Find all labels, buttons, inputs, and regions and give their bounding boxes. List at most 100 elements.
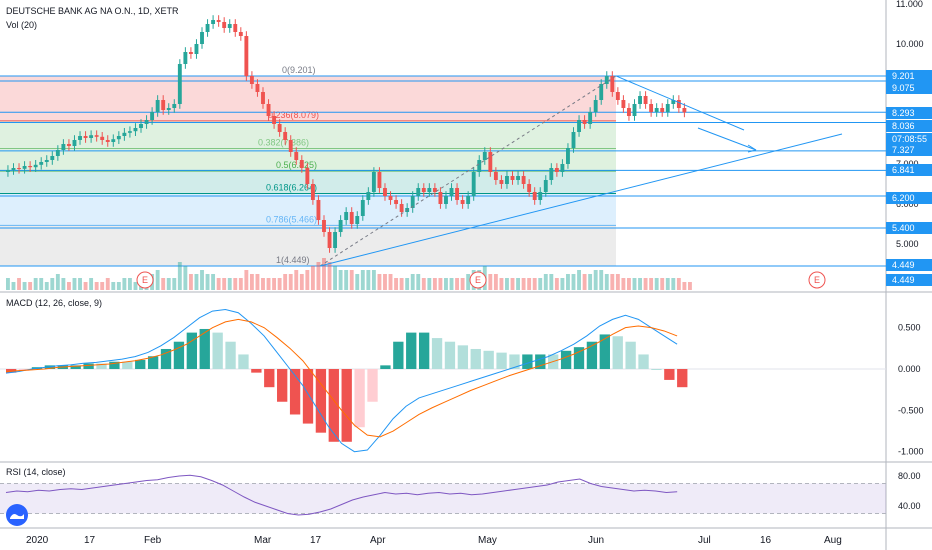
volume-bar — [283, 274, 288, 290]
candle — [615, 92, 620, 100]
macd-axis-tick: 0.000 — [898, 364, 921, 374]
volume-bar — [560, 278, 565, 290]
candle — [582, 120, 587, 124]
candle — [144, 120, 149, 124]
candle — [554, 168, 559, 172]
candle — [510, 176, 515, 180]
candle — [33, 164, 38, 168]
rsi-axis-tick: 40.00 — [898, 501, 921, 511]
earnings-marker-label: E — [814, 275, 820, 285]
volume-bar — [338, 270, 343, 290]
time-axis-tick: 16 — [760, 535, 772, 546]
macd-axis-tick: -0.500 — [898, 405, 924, 415]
volume-bar — [627, 278, 631, 290]
volume-bar — [688, 282, 692, 290]
candle — [50, 156, 55, 160]
candle — [310, 184, 315, 200]
volume-bar — [255, 274, 260, 290]
candle — [139, 124, 143, 128]
volume-bar — [649, 278, 654, 290]
price-tag-label: 4.449 — [892, 275, 915, 285]
candle — [344, 212, 349, 220]
resistance-trendline[interactable] — [615, 75, 745, 131]
fib-trend-line[interactable] — [319, 75, 617, 267]
macd-histogram-bar — [315, 369, 327, 433]
price-tag — [886, 164, 932, 176]
candle — [89, 135, 94, 138]
macd-histogram-bar — [147, 356, 159, 369]
candle — [676, 100, 681, 108]
candle — [438, 192, 443, 204]
candle — [427, 188, 432, 192]
candle — [482, 152, 487, 160]
candle — [416, 188, 421, 196]
volume-bar — [105, 278, 110, 290]
candle — [638, 96, 642, 104]
price-tag — [886, 259, 932, 271]
earnings-marker-icon[interactable] — [808, 271, 826, 289]
candle — [371, 172, 376, 192]
volume-bar — [116, 282, 121, 290]
volume-bar — [222, 278, 227, 290]
support-trendline[interactable] — [319, 133, 843, 267]
volume-bar — [305, 270, 310, 290]
volume-bar — [388, 274, 393, 290]
candle — [111, 139, 116, 142]
macd-histogram-bar — [612, 336, 623, 369]
candle — [299, 160, 304, 168]
candle — [166, 108, 171, 110]
candle — [249, 76, 254, 84]
candle — [682, 108, 687, 113]
price-tag — [886, 107, 932, 119]
volume-bar — [383, 274, 387, 290]
candle — [183, 52, 188, 64]
earnings-marker-icon[interactable] — [469, 271, 487, 289]
volume-bar — [521, 278, 526, 290]
candle — [410, 196, 415, 208]
candle — [161, 100, 166, 110]
volume-bar — [272, 278, 277, 290]
price-tag — [886, 222, 932, 234]
macd-histogram-bar — [677, 369, 688, 388]
volume-bar — [682, 282, 687, 290]
candle — [255, 84, 260, 92]
candle — [460, 200, 465, 204]
volume-bar — [233, 278, 238, 290]
volume-bar — [327, 262, 332, 290]
price-tag — [886, 274, 932, 286]
macd-histogram-bar — [225, 341, 236, 369]
fib-label: 0(9.201) — [282, 65, 316, 75]
volume-bar — [399, 278, 404, 290]
tradingview-logo-icon[interactable] — [6, 504, 28, 526]
volume-bar — [61, 278, 66, 290]
macd-histogram-bar — [431, 338, 443, 369]
price-tag-label: 6.200 — [892, 193, 915, 203]
volume-bar — [604, 274, 609, 290]
projection-arrow[interactable] — [697, 127, 757, 151]
candle — [277, 124, 282, 132]
macd-histogram-bar — [277, 369, 288, 402]
candle — [377, 172, 382, 188]
macd-histogram-bar — [160, 348, 172, 369]
volume-bar — [55, 274, 60, 290]
candle — [305, 168, 310, 184]
candle — [172, 104, 177, 108]
volume-bar — [466, 274, 471, 290]
fib-label: 0.618(6.264) — [266, 182, 317, 192]
earnings-marker-icon[interactable] — [136, 271, 154, 289]
volume-bar — [294, 270, 299, 290]
price-tag-label: 9.075 — [892, 83, 915, 93]
macd-histogram-bar — [483, 350, 494, 369]
candle — [488, 152, 493, 172]
candle — [100, 136, 105, 140]
volume-bar — [421, 278, 426, 290]
candle — [177, 64, 182, 104]
candle — [516, 176, 520, 180]
volume-bar — [432, 278, 437, 290]
candle — [444, 196, 448, 204]
volume-bar — [111, 282, 116, 290]
volume-bar — [510, 278, 515, 290]
candle — [222, 22, 227, 28]
rsi-band — [0, 483, 886, 514]
